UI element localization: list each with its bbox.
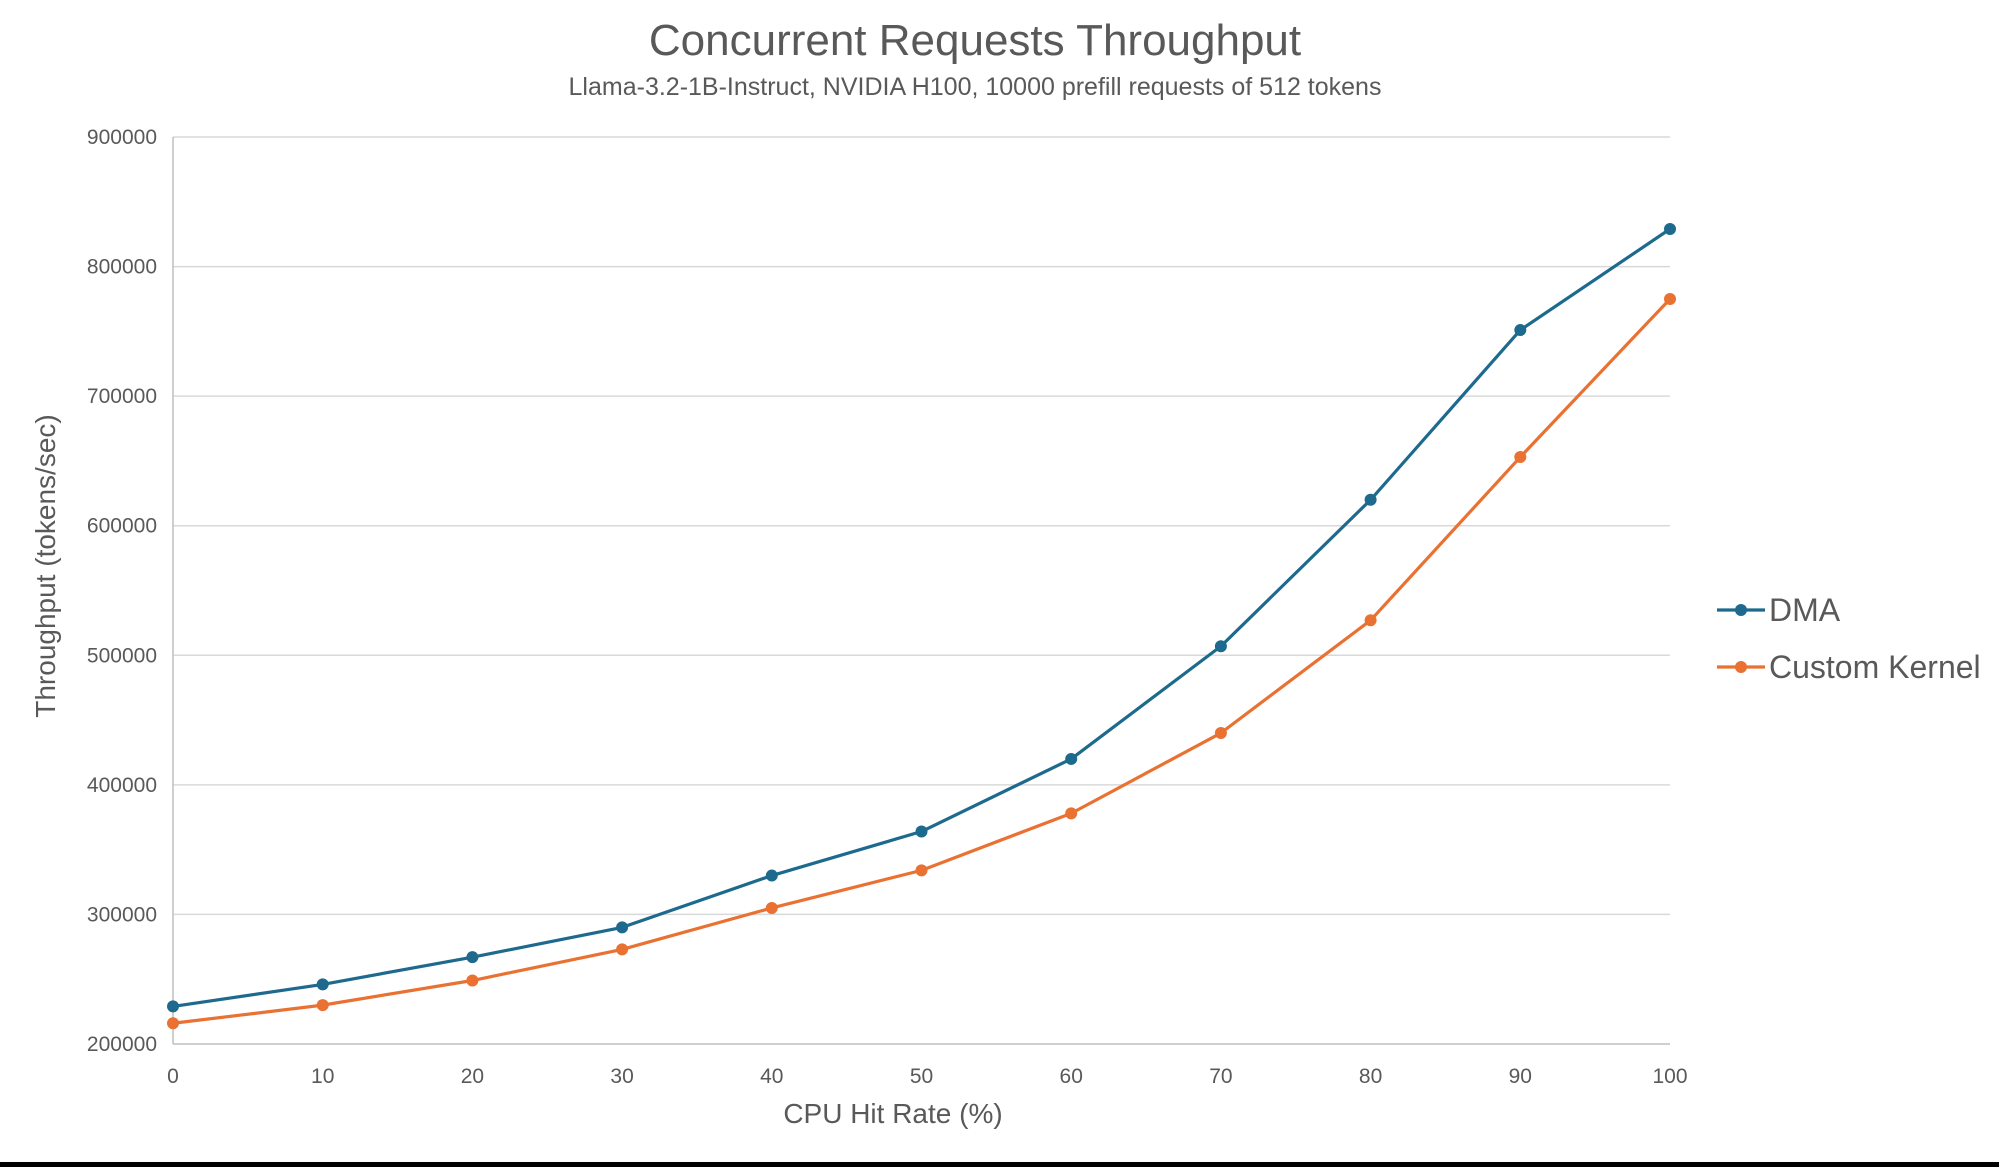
data-point-dma: [1364, 493, 1377, 506]
data-point-custom-kernel: [466, 974, 479, 987]
x-tick-label: 90: [1509, 1065, 1532, 1088]
legend-label-custom-kernel: Custom Kernel: [1769, 648, 1981, 685]
data-point-dma: [316, 978, 329, 991]
y-tick-label: 200000: [87, 1033, 157, 1056]
x-tick-label: 20: [461, 1065, 484, 1088]
data-point-custom-kernel: [1514, 451, 1527, 464]
y-tick-label: 300000: [87, 903, 157, 926]
y-axis-title: Throughput (tokens/sec): [30, 414, 61, 718]
legend-marker-dot: [1735, 604, 1747, 616]
chart-title: Concurrent Requests Throughput: [648, 16, 1302, 65]
x-tick-label: 70: [1209, 1065, 1232, 1088]
data-point-custom-kernel: [1065, 807, 1078, 820]
series-line-dma: [171, 227, 1672, 1009]
y-tick-label: 500000: [87, 644, 157, 667]
data-point-dma: [1065, 752, 1078, 765]
chart-subtitle: Llama-3.2-1B-Instruct, NVIDIA H100, 1000…: [568, 73, 1382, 101]
data-point-custom-kernel: [765, 901, 778, 914]
data-point-dma: [1664, 222, 1676, 235]
y-tick-label: 400000: [87, 774, 157, 797]
x-tick-label: 50: [910, 1065, 933, 1088]
legend-marker-dot: [1735, 661, 1747, 673]
legend: DMA Custom Kernel: [1716, 590, 1981, 704]
data-point-custom-kernel: [167, 1017, 179, 1030]
data-point-dma: [765, 869, 778, 882]
data-point-dma: [1514, 324, 1527, 337]
data-point-dma: [915, 825, 928, 838]
data-point-custom-kernel: [316, 999, 329, 1012]
x-tick-label: 40: [760, 1065, 783, 1088]
data-point-dma: [1214, 640, 1227, 653]
legend-label-dma: DMA: [1769, 591, 1841, 628]
window-bottom-border: [0, 1162, 1999, 1167]
data-point-dma: [167, 1000, 179, 1013]
x-tick-label: 30: [610, 1065, 633, 1088]
y-tick-label: 700000: [87, 385, 157, 408]
y-tick-label: 800000: [87, 256, 157, 279]
data-point-custom-kernel: [915, 864, 928, 877]
data-point-dma: [616, 921, 629, 934]
x-tick-label: 0: [167, 1065, 179, 1088]
data-point-custom-kernel: [616, 943, 629, 956]
data-point-dma: [466, 951, 479, 964]
x-tick-label: 100: [1652, 1065, 1687, 1088]
x-axis-title: CPU Hit Rate (%): [783, 1098, 1003, 1129]
legend-marker-custom-kernel-icon: [1717, 661, 1765, 673]
x-tick-label: 10: [311, 1065, 334, 1088]
legend-marker-dma-icon: [1717, 604, 1765, 616]
x-tick-label: 60: [1060, 1065, 1083, 1088]
y-tick-label: 900000: [87, 126, 157, 149]
data-point-custom-kernel: [1364, 614, 1377, 627]
x-tick-label: 80: [1359, 1065, 1382, 1088]
y-tick-label: 600000: [87, 515, 157, 538]
data-point-custom-kernel: [1214, 727, 1227, 740]
legend-item-dma: DMA: [1716, 590, 1981, 630]
data-point-custom-kernel: [1664, 292, 1676, 305]
legend-item-custom-kernel: Custom Kernel: [1716, 647, 1981, 687]
